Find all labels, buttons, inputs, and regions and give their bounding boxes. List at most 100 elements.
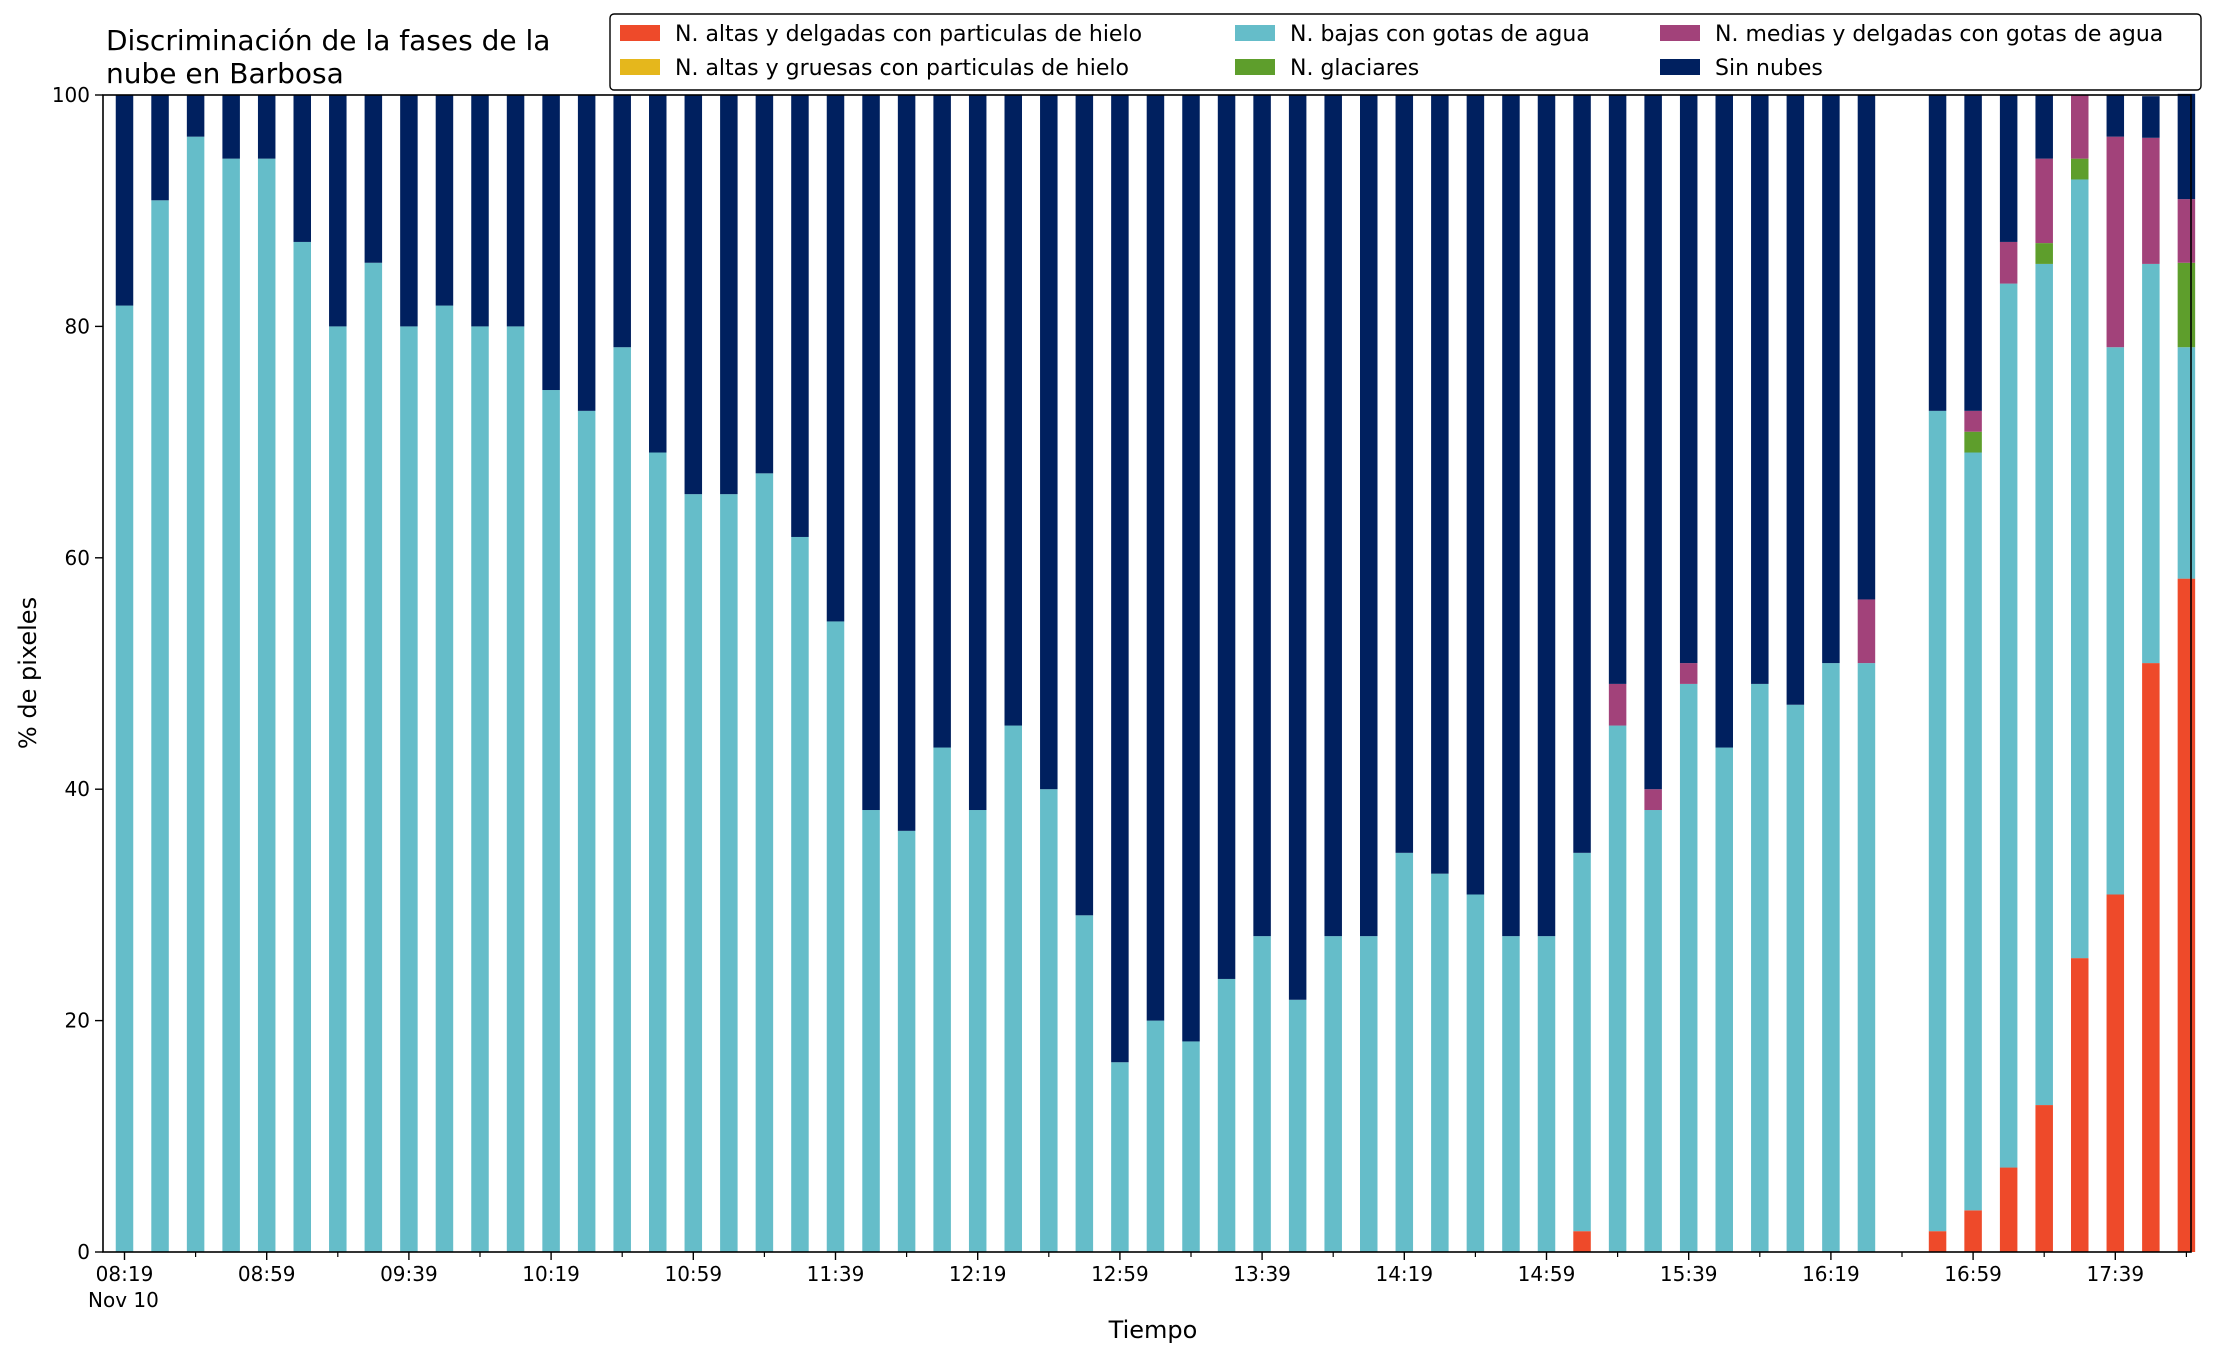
bar-segment-s5-t20 xyxy=(826,95,845,622)
x-tick-label-14: 17:39 xyxy=(2086,1262,2144,1286)
bar-segment-s5-t26 xyxy=(1040,95,1058,790)
bar-segment-s2-t4 xyxy=(257,158,276,1252)
legend-swatch-4 xyxy=(1660,25,1700,41)
bar-segment-s5-t34 xyxy=(1324,95,1342,937)
bar-segment-s5-t16 xyxy=(684,95,703,495)
legend-swatch-2 xyxy=(1235,25,1275,41)
bar-segment-s5-t24 xyxy=(968,95,987,811)
bar-segment-s4-t54 xyxy=(2035,158,2053,244)
bar-segment-s5-t32 xyxy=(1253,95,1271,937)
y-axis-label: % de pixeles xyxy=(14,597,42,749)
bar-segment-s5-t51 xyxy=(1928,95,1947,411)
bar-segment-s2-t58 xyxy=(2177,347,2196,579)
bar-segment-s5-t56 xyxy=(2106,95,2125,137)
bar-segment-s2-t40 xyxy=(1537,936,1556,1252)
bar-segment-s2-t9 xyxy=(435,305,454,1252)
bar-segment-s5-t30 xyxy=(1182,95,1200,1042)
bar-segment-s2-t39 xyxy=(1502,936,1520,1252)
bar-segment-s2-t34 xyxy=(1324,936,1342,1252)
x-axis: 08:19 08:59 09:39 10:19 10:59 11:39 12:19 12:59… xyxy=(96,1252,2187,1286)
x-tick-label-7: 12:59 xyxy=(1091,1262,1149,1286)
y-tick-label-100: 100 xyxy=(52,83,90,107)
bar-segment-s5-t1 xyxy=(151,95,169,201)
bar-segment-s5-t58 xyxy=(2177,93,2196,200)
bar-segment-s4-t42 xyxy=(1608,683,1627,726)
bar-segment-s5-t7 xyxy=(364,95,383,263)
bar-segment-s2-t15 xyxy=(649,452,667,1252)
bar-segment-s2-t20 xyxy=(826,621,845,1252)
y-tick-label-60: 60 xyxy=(65,546,90,570)
bar-segment-s5-t54 xyxy=(2035,95,2053,159)
bar-segment-s2-t31 xyxy=(1217,978,1236,1252)
bar-segment-s2-t6 xyxy=(329,326,347,1252)
legend-label-3: N. glaciares xyxy=(1290,56,1419,81)
y-tick-label-0: 0 xyxy=(77,1240,90,1264)
legend-label-4: N. medias y delgadas con gotas de agua xyxy=(1715,22,2163,47)
x-tick-label-0: 08:19 xyxy=(96,1262,154,1286)
bar-segment-s4-t58 xyxy=(2177,199,2196,263)
y-tick-label-40: 40 xyxy=(65,777,90,801)
x-tick-label-11: 15:39 xyxy=(1660,1262,1718,1286)
bar-segment-s2-t2 xyxy=(186,136,205,1252)
bar-segment-s5-t37 xyxy=(1431,95,1449,874)
axes-layer xyxy=(102,94,2192,1253)
x-axis-label: Tiempo xyxy=(1108,1316,1198,1344)
legend-label-0: N. altas y delgadas con particulas de hi… xyxy=(675,22,1142,47)
bar-segment-s5-t18 xyxy=(755,95,774,474)
bar-segment-s5-t45 xyxy=(1715,95,1733,748)
bar-segment-s2-t24 xyxy=(968,810,987,1252)
bar-segment-s0-t56 xyxy=(2106,894,2125,1252)
bar-segment-s5-t19 xyxy=(791,95,809,537)
legend-items: N. altas y delgadas con particulas de hi… xyxy=(620,22,2163,81)
legend-label-5: Sin nubes xyxy=(1715,56,1823,81)
bar-segment-s2-t19 xyxy=(791,536,809,1252)
bar-segment-s2-t45 xyxy=(1715,747,1733,1252)
bar-segment-s5-t35 xyxy=(1360,95,1378,937)
x-tick-label-3: 10:19 xyxy=(522,1262,580,1286)
bar-segment-s2-t22 xyxy=(897,830,916,1252)
bar-segment-s2-t36 xyxy=(1395,852,1414,1252)
bar-segment-s0-t54 xyxy=(2035,1105,2053,1252)
bar-segment-s5-t22 xyxy=(897,95,916,831)
x-tick-label-4: 10:59 xyxy=(664,1262,722,1286)
bar-segment-s2-t32 xyxy=(1253,936,1271,1252)
bar-segment-s2-t51 xyxy=(1928,410,1947,1232)
x-tick-label-9: 14:19 xyxy=(1375,1262,1433,1286)
bar-segment-s5-t10 xyxy=(471,95,489,327)
bar-segment-s2-t30 xyxy=(1182,1041,1200,1252)
x-date-label: Nov 10 xyxy=(88,1288,159,1312)
bars-layer xyxy=(115,93,2196,1253)
bar-segment-s5-t42 xyxy=(1608,95,1627,684)
legend-swatch-1 xyxy=(620,59,660,75)
y-axis: 0 20 40 60 80 100 xyxy=(52,83,103,1264)
bar-segment-s2-t0 xyxy=(115,305,134,1252)
bar-segment-s2-t49 xyxy=(1857,663,1876,1252)
plot-frame xyxy=(102,94,2192,1253)
bar-segment-s5-t15 xyxy=(649,95,667,453)
bar-segment-s5-t40 xyxy=(1537,95,1556,937)
bar-segment-s2-t8 xyxy=(400,326,418,1252)
x-tick-label-1: 08:59 xyxy=(238,1262,296,1286)
bar-segment-s5-t28 xyxy=(1111,95,1129,1063)
bar-segment-s2-t38 xyxy=(1466,894,1485,1252)
chart-title-line-1: Discriminación de la fases de la xyxy=(106,24,550,57)
bar-segment-s2-t43 xyxy=(1644,810,1662,1252)
x-tick-label-12: 16:19 xyxy=(1802,1262,1860,1286)
bar-segment-s2-t48 xyxy=(1822,663,1840,1252)
bar-segment-s5-t2 xyxy=(186,95,205,137)
bar-segment-s2-t57 xyxy=(2142,263,2160,664)
bar-segment-s5-t31 xyxy=(1217,95,1236,979)
bar-segment-s5-t41 xyxy=(1573,95,1591,853)
bar-segment-s4-t44 xyxy=(1679,663,1698,684)
y-tick-label-20: 20 xyxy=(65,1009,90,1033)
bar-segment-s2-t7 xyxy=(364,262,383,1252)
bar-segment-s3-t58 xyxy=(2177,262,2196,348)
bar-segment-s5-t9 xyxy=(435,95,454,306)
bar-segment-s5-t27 xyxy=(1075,95,1094,916)
bar-segment-s5-t48 xyxy=(1822,95,1840,664)
bar-segment-s5-t29 xyxy=(1146,95,1165,1021)
bar-segment-s2-t33 xyxy=(1288,999,1307,1252)
bar-segment-s2-t47 xyxy=(1786,704,1805,1252)
x-tick-label-5: 11:39 xyxy=(807,1262,865,1286)
bar-segment-s2-t25 xyxy=(1004,725,1022,1252)
